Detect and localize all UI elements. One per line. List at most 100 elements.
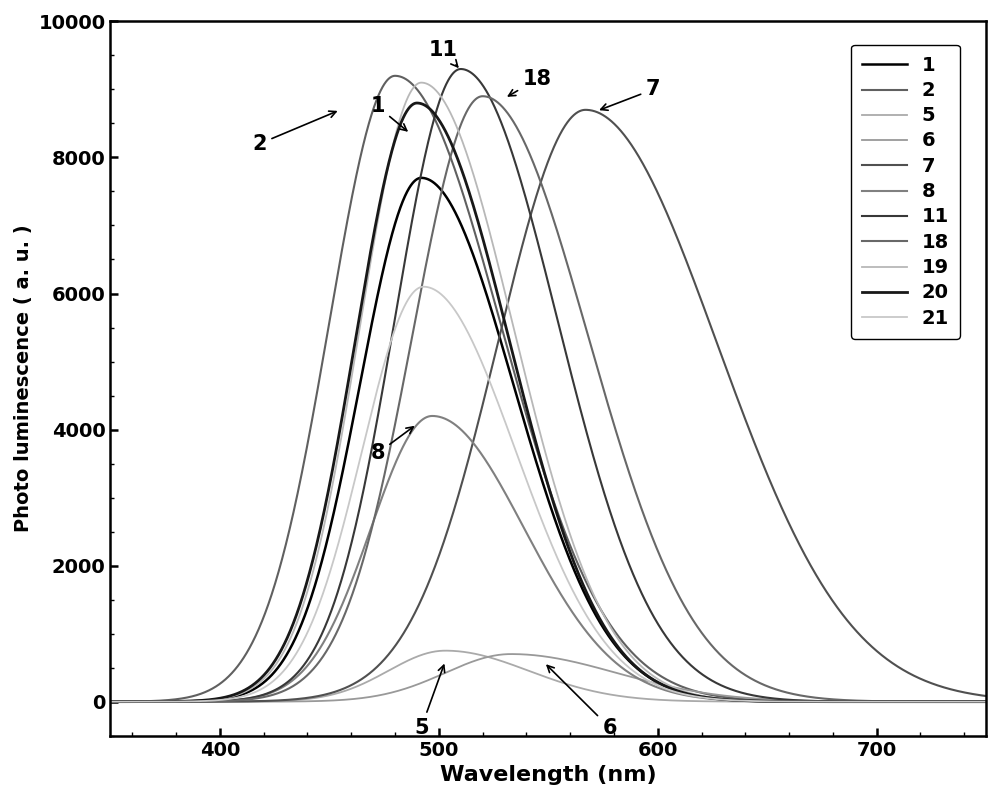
18 [204,697,216,706]
Text: 5: 5 [414,666,445,737]
2 [256,616,268,626]
X-axis label: Wavelength (nm): Wavelength (nm) [440,765,657,785]
2 [389,71,401,81]
18 [104,697,116,706]
Text: 11: 11 [429,40,458,67]
Text: 2: 2 [252,111,336,154]
7 [204,697,216,706]
1 [980,697,992,706]
Line: 11: 11 [110,69,986,702]
20 [980,697,992,706]
Line: 21: 21 [110,287,986,702]
2 [980,697,992,706]
19 [441,101,453,110]
1 [963,697,975,706]
8 [980,697,992,706]
8 [441,415,453,424]
Line: 19: 19 [110,82,986,702]
2 [441,141,453,151]
19 [204,695,216,705]
19 [980,697,992,706]
7 [440,530,452,539]
Text: 6: 6 [547,666,617,737]
8 [963,697,975,706]
11 [963,697,975,706]
19 [478,208,490,217]
21 [104,697,116,706]
19 [963,697,975,706]
11 [104,697,116,706]
1 [441,193,453,202]
11 [256,690,268,700]
5 [441,646,453,655]
Line: 7: 7 [110,109,986,702]
6 [440,668,452,678]
8 [104,697,116,706]
20 [441,129,453,138]
1 [204,695,216,705]
Text: 1: 1 [370,97,407,131]
21 [478,364,490,373]
Line: 6: 6 [110,654,986,702]
6 [505,650,517,659]
Line: 5: 5 [110,650,986,702]
7 [256,696,268,706]
Text: 7: 7 [601,79,661,110]
1 [415,173,427,183]
7 [579,105,591,114]
8 [204,697,216,706]
5 [980,697,992,706]
20 [411,98,423,108]
21 [869,697,881,706]
18 [477,91,489,101]
11 [455,64,467,74]
21 [204,696,216,706]
1 [869,697,881,706]
7 [980,691,992,701]
5 [963,697,975,706]
2 [963,697,975,706]
5 [256,697,268,706]
20 [478,240,490,249]
18 [980,697,992,706]
6 [980,697,992,706]
20 [104,697,116,706]
Line: 8: 8 [110,416,986,702]
21 [417,282,429,292]
18 [440,168,452,177]
11 [980,697,992,706]
6 [963,697,975,706]
8 [256,691,268,701]
5 [478,651,490,661]
20 [869,697,881,706]
8 [869,697,881,706]
5 [439,646,451,655]
Text: 8: 8 [370,427,413,463]
Legend: 1, 2, 5, 6, 7, 8, 11, 18, 19, 20, 21: 1, 2, 5, 6, 7, 8, 11, 18, 19, 20, 21 [851,45,960,339]
18 [256,693,268,702]
11 [204,697,216,706]
20 [963,697,975,706]
7 [104,697,116,706]
6 [869,697,881,706]
6 [104,697,116,706]
7 [478,394,490,403]
21 [963,697,975,706]
6 [478,653,490,662]
Text: 18: 18 [509,70,552,96]
6 [256,697,268,706]
2 [478,261,490,271]
1 [478,283,490,292]
Line: 18: 18 [110,96,986,702]
7 [869,645,881,654]
8 [426,411,438,421]
2 [869,697,881,706]
11 [478,83,490,93]
21 [256,684,268,694]
Y-axis label: Photo luminescence ( a. u. ): Photo luminescence ( a. u. ) [14,225,33,532]
7 [963,689,975,698]
1 [104,697,116,706]
6 [204,697,216,706]
18 [478,92,490,101]
Line: 2: 2 [110,76,986,702]
